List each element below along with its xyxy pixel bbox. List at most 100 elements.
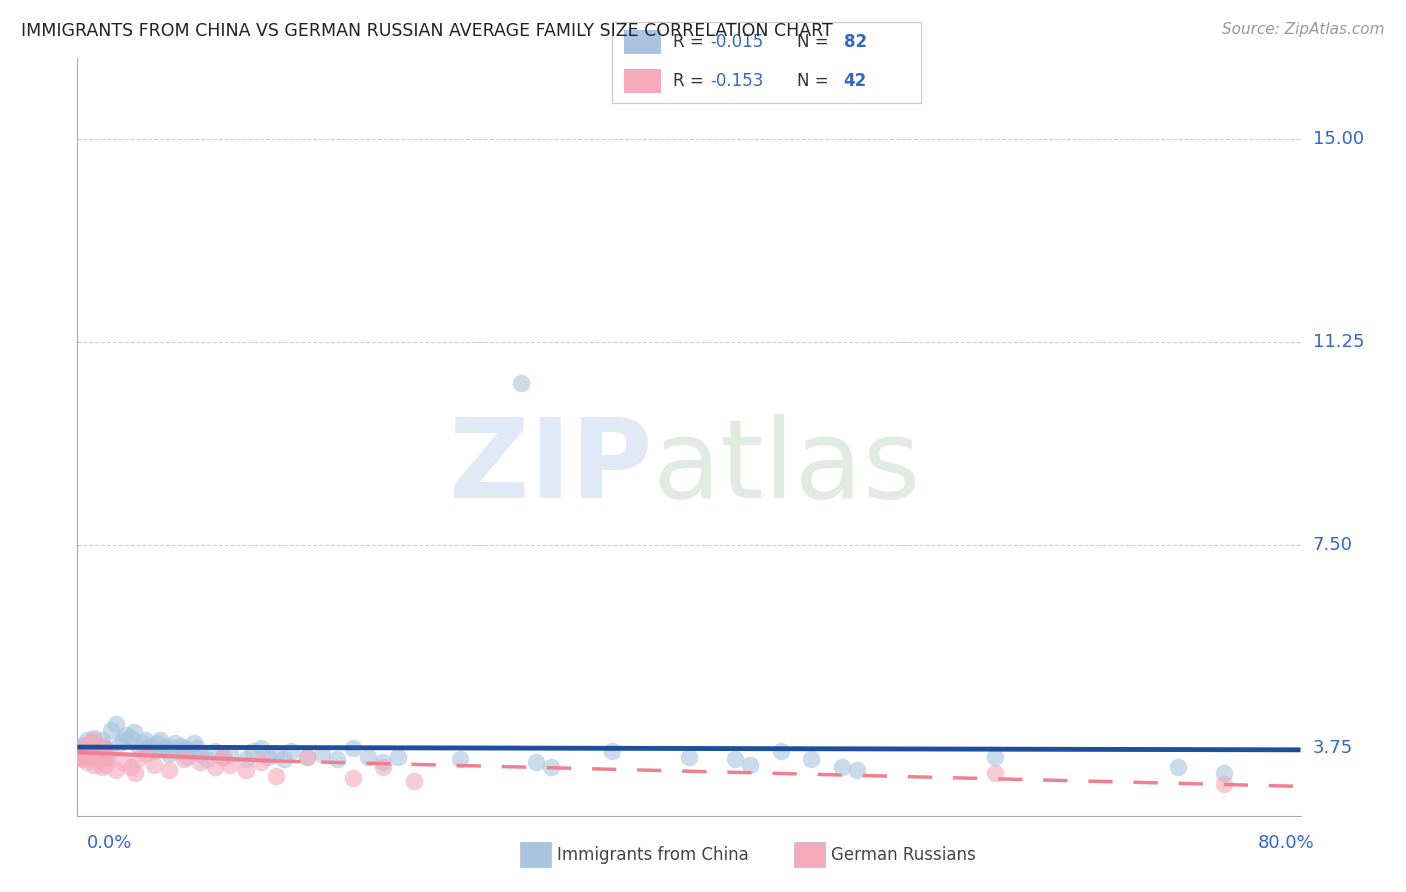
- Point: [242, 744, 264, 758]
- Text: 15.00: 15.00: [1313, 130, 1364, 148]
- Text: 42: 42: [844, 72, 868, 90]
- Point: [72, 744, 94, 758]
- Text: 0.0%: 0.0%: [87, 834, 132, 852]
- Point: [524, 755, 547, 769]
- Point: [160, 741, 183, 756]
- Point: [186, 741, 208, 756]
- Point: [142, 757, 165, 772]
- Point: [678, 749, 700, 764]
- Point: [1213, 777, 1236, 791]
- Point: [165, 736, 187, 750]
- Text: atlas: atlas: [652, 414, 921, 521]
- Point: [70, 739, 93, 753]
- Point: [86, 747, 108, 761]
- Point: [97, 744, 120, 758]
- Text: Source: ZipAtlas.com: Source: ZipAtlas.com: [1222, 22, 1385, 37]
- Point: [387, 749, 409, 764]
- Point: [87, 741, 110, 756]
- Point: [188, 755, 211, 769]
- Point: [122, 725, 145, 739]
- Point: [295, 749, 318, 764]
- Point: [69, 749, 91, 764]
- Point: [1167, 760, 1189, 774]
- Point: [235, 763, 257, 777]
- Point: [76, 733, 98, 747]
- Point: [188, 747, 211, 761]
- Point: [84, 744, 107, 758]
- Point: [257, 749, 280, 764]
- Point: [846, 763, 869, 777]
- FancyBboxPatch shape: [624, 69, 661, 93]
- Point: [342, 741, 364, 756]
- Point: [134, 733, 156, 747]
- Point: [97, 749, 120, 764]
- Point: [94, 741, 117, 756]
- Point: [173, 752, 195, 766]
- Point: [96, 757, 118, 772]
- Point: [157, 763, 180, 777]
- Point: [100, 723, 122, 737]
- Text: N =: N =: [797, 72, 834, 90]
- Point: [211, 749, 233, 764]
- Point: [120, 760, 142, 774]
- Point: [204, 744, 226, 758]
- Text: 3.75: 3.75: [1313, 739, 1353, 757]
- Point: [139, 739, 162, 753]
- Point: [195, 752, 218, 766]
- Point: [509, 376, 531, 390]
- FancyBboxPatch shape: [624, 30, 661, 54]
- Point: [540, 760, 562, 774]
- Point: [84, 739, 107, 753]
- Point: [250, 741, 273, 756]
- Text: -0.015: -0.015: [710, 33, 763, 52]
- Point: [80, 736, 103, 750]
- Point: [135, 747, 157, 761]
- Text: 7.50: 7.50: [1313, 536, 1353, 555]
- Point: [264, 768, 287, 782]
- Point: [69, 744, 91, 758]
- Point: [79, 749, 101, 764]
- Point: [273, 752, 295, 766]
- Point: [280, 744, 302, 758]
- Text: N =: N =: [797, 33, 834, 52]
- Point: [179, 744, 201, 758]
- Point: [173, 741, 195, 756]
- Point: [170, 739, 193, 753]
- Point: [76, 755, 98, 769]
- Point: [295, 749, 318, 764]
- Text: Immigrants from China: Immigrants from China: [557, 846, 748, 863]
- Point: [204, 760, 226, 774]
- Text: 80.0%: 80.0%: [1258, 834, 1315, 852]
- Point: [82, 733, 104, 747]
- Point: [800, 752, 823, 766]
- Point: [250, 755, 273, 769]
- Point: [70, 752, 93, 766]
- Text: 11.25: 11.25: [1313, 334, 1364, 351]
- Point: [264, 747, 287, 761]
- Point: [602, 744, 624, 758]
- Point: [235, 752, 257, 766]
- Point: [112, 755, 135, 769]
- Point: [402, 774, 425, 789]
- Point: [82, 744, 104, 758]
- Point: [211, 749, 233, 764]
- Text: R =: R =: [673, 33, 710, 52]
- Point: [142, 744, 165, 758]
- Text: R =: R =: [673, 72, 710, 90]
- Point: [831, 760, 853, 774]
- Point: [1213, 765, 1236, 780]
- Point: [740, 757, 762, 772]
- Point: [115, 728, 138, 742]
- Point: [219, 747, 242, 761]
- Point: [326, 752, 349, 766]
- Point: [77, 741, 100, 756]
- Point: [73, 739, 96, 753]
- Point: [157, 747, 180, 761]
- Point: [77, 741, 100, 756]
- Point: [127, 739, 149, 753]
- Text: -0.153: -0.153: [710, 72, 763, 90]
- Point: [112, 733, 135, 747]
- Point: [91, 752, 114, 766]
- Point: [104, 763, 127, 777]
- Point: [90, 760, 112, 774]
